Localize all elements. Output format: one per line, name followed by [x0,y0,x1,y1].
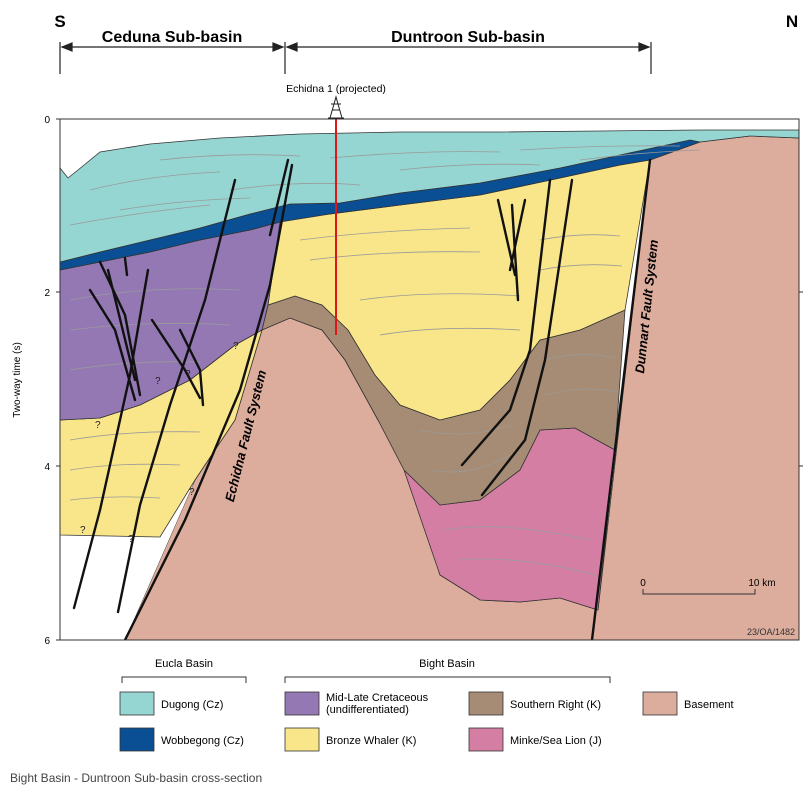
legend-label-bronze-whaler: Bronze Whaler (K) [326,735,416,747]
svg-text:0: 0 [640,578,646,589]
figure-id: 23/OA/1482 [747,627,795,637]
south-label: S [54,12,65,31]
cross-section-plot [59,118,800,641]
svg-text:?: ? [128,534,134,545]
sub-basin-extent-arrows [59,42,652,74]
figure-caption: Bight Basin - Duntroon Sub-basin cross-s… [10,771,263,785]
y-axis-label: Two-way time (s) [12,342,23,418]
svg-text:?: ? [185,369,191,380]
y-axis: 0 2 4 6 Two-way time (s) [12,115,803,647]
drill-rig-icon [328,95,344,119]
legend-label-mid-late-cretaceous-1: Mid-Late Cretaceous [326,692,429,704]
svg-text:?: ? [155,376,161,387]
scale-bar: 0 10 km [640,578,776,595]
legend-label-mid-late-cretaceous-2: (undifferentiated) [326,704,409,716]
dunnart-main-fault [590,158,652,640]
svg-text:?: ? [233,341,239,352]
legend-swatch-dugong [119,691,155,716]
legend-swatch-southern-right [468,691,504,716]
svg-text:?: ? [80,525,86,536]
legend-group-bight: Bight Basin [419,658,475,670]
svg-text:?: ? [95,420,101,431]
svg-text:10 km: 10 km [748,578,775,589]
svg-text:?: ? [189,487,195,498]
legend-swatch-minke-sea-lion [468,727,504,752]
legend: Eucla Basin Bight Basin Dugong (Cz) Wobb… [119,658,734,752]
y-tick-label: 6 [44,636,50,647]
legend-swatch-basement [642,691,678,716]
legend-swatch-bronze-whaler [284,727,320,752]
legend-swatch-wobbegong [119,727,155,752]
legend-group-eucla: Eucla Basin [155,658,213,670]
north-label: N [786,12,798,31]
uncertainty-marks: ? ? ? ? ? ? ? [80,341,239,545]
y-tick-label: 0 [44,115,50,126]
duntroon-sub-basin-label: Duntroon Sub-basin [391,29,545,46]
y-tick-label: 2 [44,288,50,299]
ceduna-sub-basin-label: Ceduna Sub-basin [102,29,242,46]
y-tick-label: 4 [44,462,50,473]
legend-label-basement: Basement [684,699,734,711]
echidna-main-fault [123,163,294,640]
legend-swatch-mid-late-cretaceous [284,691,320,716]
legend-label-minke-sea-lion: Minke/Sea Lion (J) [510,735,602,747]
legend-label-wobbegong: Wobbegong (Cz) [161,735,244,747]
well-label: Echidna 1 (projected) [286,83,386,95]
legend-label-southern-right: Southern Right (K) [510,699,601,711]
legend-label-dugong: Dugong (Cz) [161,699,223,711]
